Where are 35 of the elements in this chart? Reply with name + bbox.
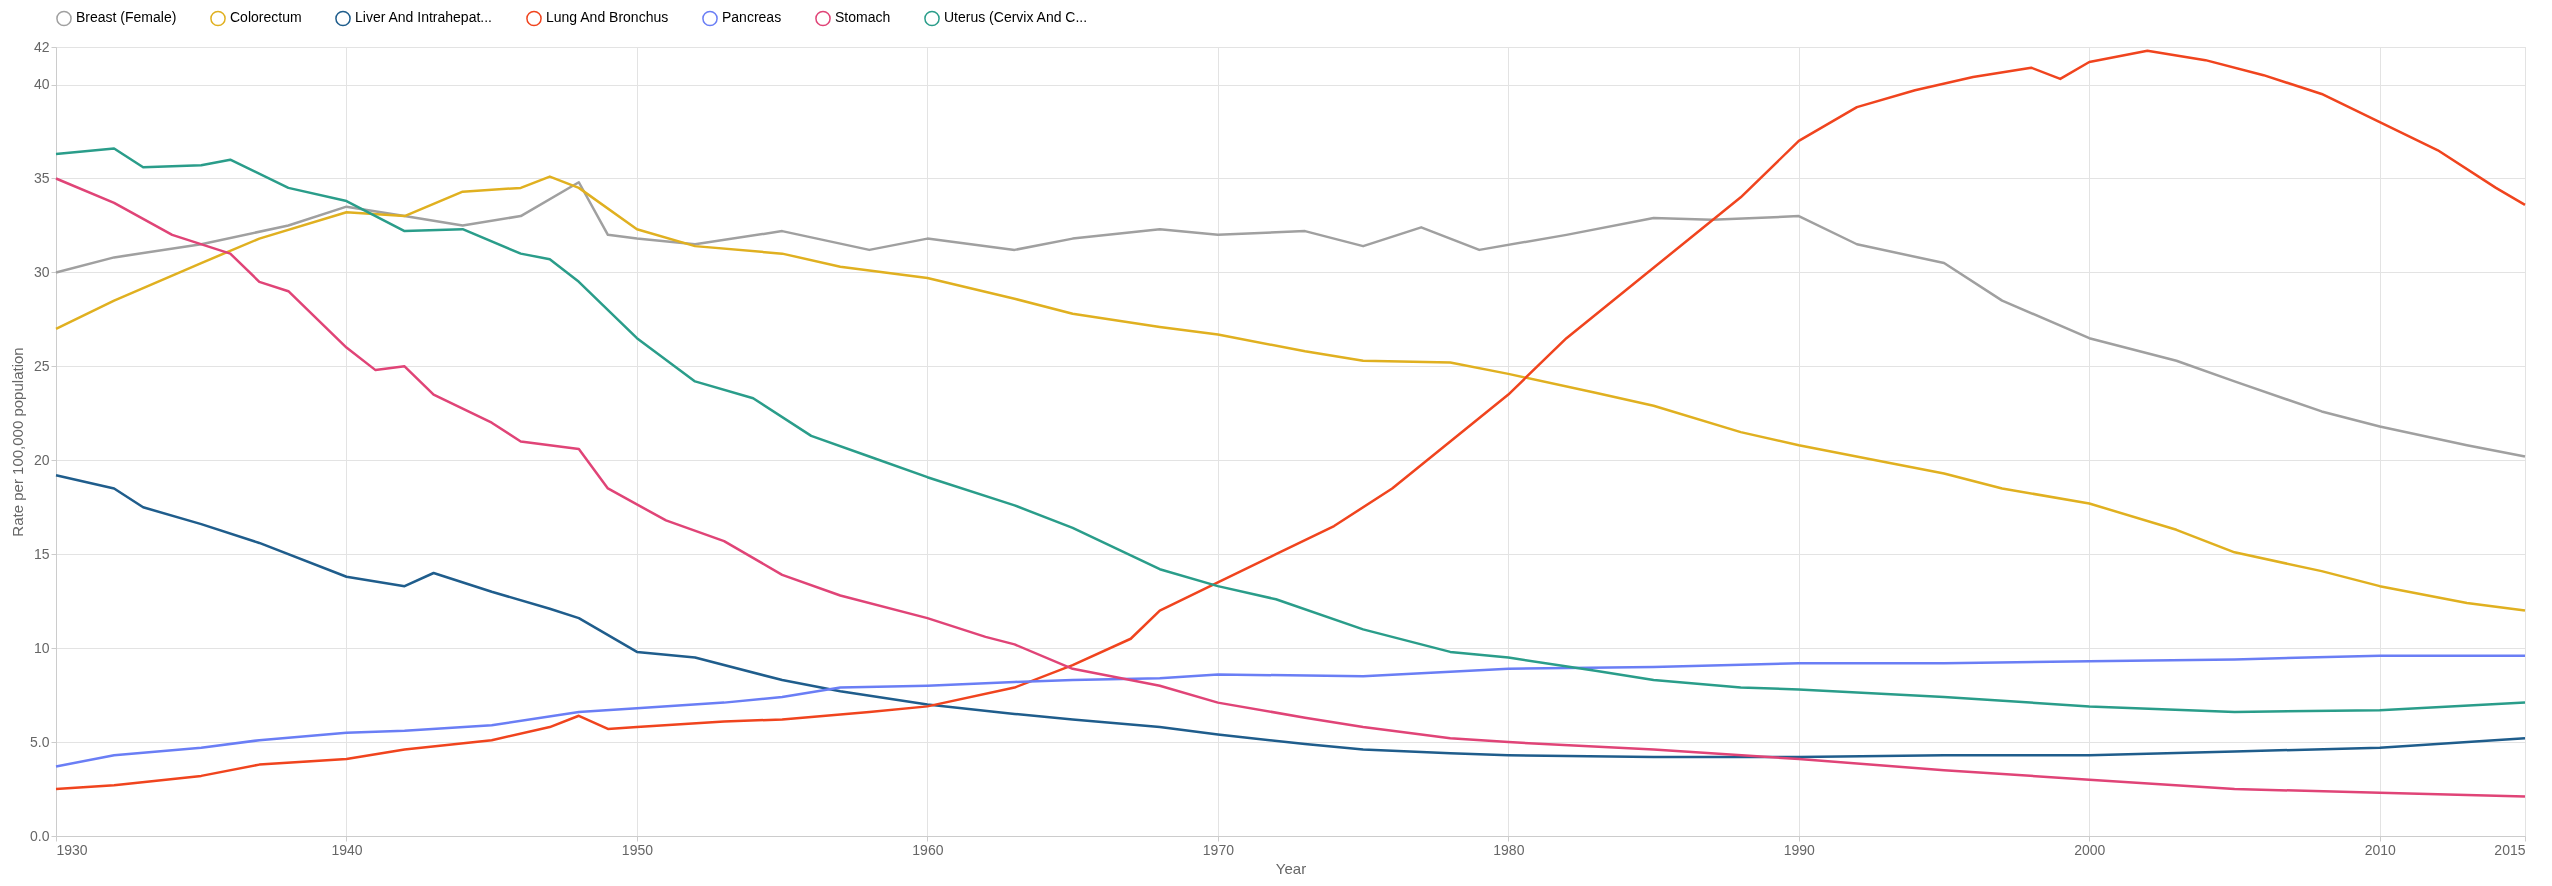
x-tick-label: 1970 xyxy=(1202,841,1235,858)
y-tick-label: 0.0 xyxy=(30,827,50,844)
y-tick-label: 35 xyxy=(33,170,50,186)
line-series xyxy=(54,147,2527,714)
legend-label: Colorectum xyxy=(230,9,302,26)
x-tick-label: 2010 xyxy=(2364,841,2397,858)
x-tick-label: 1940 xyxy=(331,841,363,858)
y-tick-label: 30 xyxy=(33,263,50,280)
x-tick-label: 2000 xyxy=(2074,841,2106,858)
y-tick-label: 40 xyxy=(33,76,50,93)
x-tick-label: 1930 xyxy=(56,841,88,858)
line-series xyxy=(54,177,2527,798)
y-tick-label: 20 xyxy=(33,451,50,468)
y-tick-label: 42 xyxy=(33,38,50,55)
legend-label: Pancreas xyxy=(722,9,782,26)
y-tick-label: 5.0 xyxy=(30,733,50,750)
x-tick-label: 1980 xyxy=(1493,841,1525,858)
legend-label: Breast (Female) xyxy=(76,9,177,26)
legend-label: Liver And Intrahepat... xyxy=(355,9,492,26)
line-series xyxy=(54,654,2527,768)
line-series xyxy=(54,175,2527,612)
line-series xyxy=(54,181,2527,458)
x-axis-title: Year xyxy=(1275,859,1307,877)
legend-label: Uterus (Cervix And C... xyxy=(944,9,1088,26)
line-series xyxy=(54,474,2527,759)
legend-label: Lung And Bronchus xyxy=(546,9,669,26)
y-tick-label: 10 xyxy=(33,639,50,656)
y-tick-label: 15 xyxy=(33,545,50,562)
y-tick-label: 25 xyxy=(33,357,50,374)
legend-label: Stomach xyxy=(835,9,891,26)
x-tick-label: 2015 xyxy=(2494,841,2526,858)
x-tick-label: 1990 xyxy=(1783,841,1816,858)
x-tick-label: 1950 xyxy=(621,841,654,858)
x-tick-label: 1960 xyxy=(912,841,944,858)
y-axis-title: Rate per 100,000 population xyxy=(9,347,27,537)
